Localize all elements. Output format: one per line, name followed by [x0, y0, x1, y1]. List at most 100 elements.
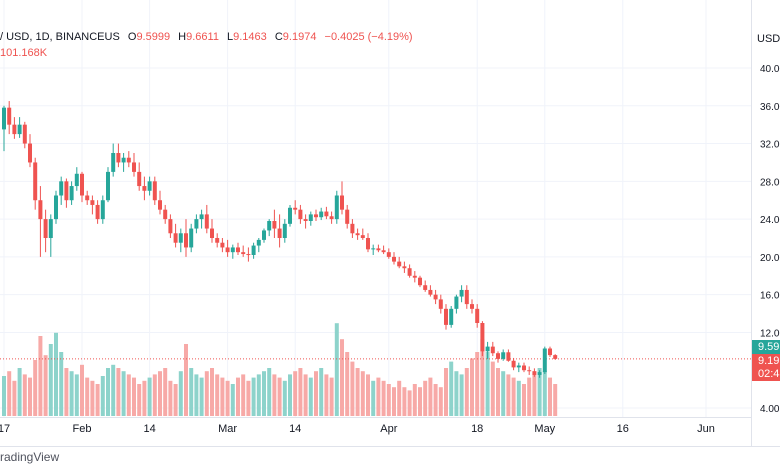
candle-body: [407, 268, 412, 276]
last-price-tag: 9.59: [752, 340, 780, 354]
volume-bar: [444, 368, 448, 416]
candle-body: [64, 181, 69, 201]
candle-body: [100, 200, 105, 220]
close-value: 9.1974: [282, 31, 317, 43]
volume-bar: [199, 377, 204, 416]
y-tick-label: 32.00: [760, 140, 780, 151]
candle-body: [80, 173, 84, 196]
candle-body: [293, 207, 298, 210]
candle-body: [496, 353, 500, 359]
volume-bar: [178, 371, 183, 416]
candle-body: [267, 221, 272, 231]
candle-body: [189, 228, 194, 248]
volume-bar: [100, 376, 105, 416]
volume-bar: [501, 371, 506, 416]
candle-body: [371, 248, 376, 250]
volume-bar: [59, 352, 64, 416]
volume-bar: [189, 368, 194, 416]
volume-bar: [303, 374, 308, 416]
volume-bar: [355, 368, 360, 416]
volume-bar: [412, 384, 417, 416]
y-tick-label: 4.00: [760, 404, 780, 415]
volume-bar: [64, 368, 69, 416]
candle-body: [532, 371, 537, 375]
change-value: −0.4025 (−4.19%): [324, 31, 413, 43]
volume-bar: [2, 376, 6, 416]
volume-bar: [392, 387, 396, 416]
candle-body: [74, 173, 79, 187]
candle-body: [38, 200, 43, 220]
volume-bar: [121, 371, 126, 416]
volume-bar: [69, 371, 74, 416]
volume-bar: [522, 384, 526, 416]
candle-body: [220, 242, 225, 248]
candle-body: [444, 308, 448, 325]
y-tick-label: 12.00: [760, 328, 780, 339]
candle-body: [464, 289, 469, 305]
candle-body: [28, 143, 32, 163]
volume-value: 101.168K: [0, 47, 48, 59]
candle-body: [17, 124, 22, 135]
volume-bar: [308, 377, 313, 416]
volume-bar: [251, 377, 256, 416]
candle-body: [90, 200, 95, 205]
volume-bar: [433, 384, 438, 416]
volume-bar: [537, 368, 542, 416]
volume-bar: [22, 374, 27, 416]
volume-bar: [288, 374, 292, 416]
x-tick-label: Mar: [218, 423, 237, 435]
candle-body: [542, 348, 547, 373]
volume-bar: [28, 377, 32, 416]
volume-bar: [147, 377, 152, 416]
volume-bar: [262, 371, 266, 416]
volume-bar: [277, 377, 282, 416]
volume-bar: [345, 352, 350, 416]
candle-body: [360, 235, 365, 238]
volume-bar: [282, 380, 287, 416]
volume-bar: [33, 360, 38, 416]
candle-body: [397, 261, 402, 267]
volume-bar: [17, 368, 22, 416]
candle-body: [230, 247, 235, 253]
high-value: 9.6611: [186, 31, 219, 43]
candle-body: [438, 299, 443, 309]
volume-bar: [225, 380, 230, 416]
candle-body: [553, 355, 558, 359]
volume-bar: [173, 384, 178, 416]
candle-body: [423, 285, 428, 290]
x-tick-label: 14: [143, 423, 155, 435]
candle-body: [511, 360, 516, 368]
candle-body: [184, 233, 188, 248]
candle-body: [459, 289, 464, 297]
volume-bar: [449, 361, 454, 416]
volume-bar: [386, 384, 391, 416]
candle-body: [282, 223, 287, 238]
candle-body: [116, 153, 121, 163]
candle-body: [132, 162, 136, 172]
y-tick-label: 24.00: [760, 215, 780, 226]
candle-body: [178, 233, 183, 243]
candle-body: [355, 233, 360, 236]
candle-body: [402, 266, 407, 269]
volume-bar: [464, 368, 469, 416]
candle-body: [251, 245, 256, 255]
volume-bar: [459, 374, 464, 416]
candle-body: [303, 219, 308, 221]
candle-body: [204, 214, 209, 229]
volume-bar: [371, 380, 376, 416]
candle-body: [485, 346, 490, 352]
volume-bar: [402, 387, 407, 416]
volume-bar: [470, 358, 474, 416]
candle-body: [210, 228, 214, 238]
candle-body: [288, 207, 292, 224]
x-tick-label: 18: [471, 423, 483, 435]
candle-body: [22, 124, 27, 144]
candle-body: [194, 219, 199, 229]
candle-body: [527, 370, 532, 372]
candle-body: [147, 181, 152, 191]
candle-body: [324, 211, 329, 217]
candle-body: [537, 372, 542, 375]
volume-bar: [111, 364, 116, 416]
x-tick-label: 17: [0, 423, 10, 435]
